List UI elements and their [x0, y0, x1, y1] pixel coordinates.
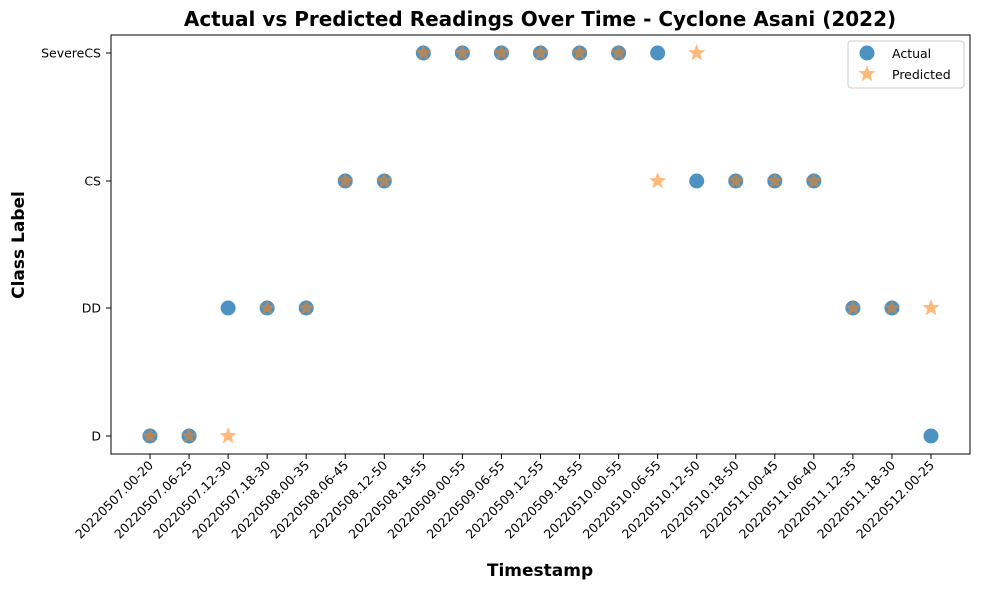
chart-title: Actual vs Predicted Readings Over Time -…: [184, 7, 896, 31]
y-tick-label: D: [91, 429, 101, 444]
legend-box: [847, 40, 965, 89]
predicted-point: [610, 44, 628, 61]
predicted-point: [180, 427, 198, 444]
y-tick-label: CS: [84, 174, 101, 189]
y-axis-label: Class Label: [9, 191, 29, 299]
data-marks: [141, 44, 940, 444]
x-axis: 20220507.00-2020220507.06-2520220507.12-…: [72, 454, 937, 542]
legend-predicted-marker: [858, 65, 876, 82]
legend-actual-label: Actual: [892, 46, 931, 61]
predicted-point: [492, 44, 511, 61]
x-axis-label: Timestamp: [487, 561, 593, 581]
predicted-point: [844, 299, 862, 316]
plot-area: [110, 34, 971, 455]
actual-point: [923, 428, 939, 444]
predicted-point: [414, 44, 432, 61]
predicted-point: [649, 172, 667, 189]
predicted-point: [766, 172, 784, 189]
predicted-point: [688, 44, 706, 61]
y-tick-label: DD: [82, 301, 101, 316]
predicted-point: [805, 172, 823, 189]
legend-predicted-label: Predicted: [892, 67, 951, 82]
legend: Actual Predicted: [847, 40, 965, 89]
predicted-point: [375, 172, 393, 189]
predicted-point: [531, 44, 550, 61]
actual-point: [220, 300, 236, 316]
actual-point: [650, 45, 666, 61]
legend-actual-circle: [859, 45, 875, 61]
predicted-point: [219, 427, 237, 444]
legend-actual-marker: [859, 45, 875, 61]
predicted-point: [570, 44, 589, 61]
y-tick-label: SevereCS: [41, 46, 101, 61]
predicted-point: [258, 299, 276, 316]
predicted-point: [297, 299, 315, 316]
predicted-point: [883, 299, 901, 316]
predicted-point: [336, 172, 354, 189]
predicted-point: [922, 299, 940, 316]
predicted-point: [453, 44, 471, 61]
predicted-point: [141, 427, 159, 444]
legend-predicted-star: [858, 65, 876, 82]
predicted-point: [727, 172, 745, 189]
actual-point: [689, 173, 705, 189]
